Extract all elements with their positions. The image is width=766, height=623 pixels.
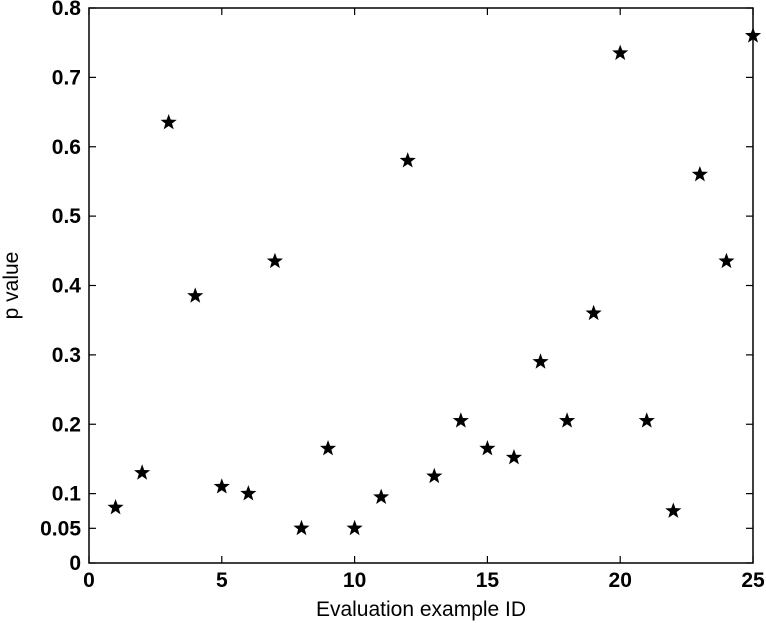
y-tick-label: 0.2 [52,413,81,436]
star-marker [134,464,151,480]
star-marker [160,113,177,130]
star-marker [612,44,629,60]
x-tick-label: 15 [476,569,500,592]
star-marker [744,27,762,43]
y-tick-label: 0 [69,552,81,575]
star-marker [240,485,257,501]
star-marker [319,440,337,456]
y-tick-label: 0.6 [52,136,81,159]
star-marker [452,412,469,428]
y-tick-label: 0.7 [52,66,81,89]
star-marker [266,252,283,269]
y-tick-label: 0.4 [52,275,82,298]
x-axis-ticks: 0 5 10 15 20 25 [83,8,765,592]
star-marker [399,152,416,168]
data-points [107,27,762,536]
y-tick-label: 0.5 [52,205,82,228]
star-marker [691,166,708,182]
x-tick-label: 20 [609,569,632,592]
star-marker [585,304,602,321]
star-marker [559,412,576,428]
star-marker [187,287,204,303]
star-marker [107,499,124,515]
star-marker [293,519,310,536]
y-tick-label: 0.05 [40,517,81,540]
x-tick-label: 5 [216,569,228,592]
star-marker [718,252,735,269]
plot-area [88,7,754,564]
x-tick-label: 0 [83,569,95,592]
star-marker [373,488,390,504]
y-tick-label: 0.1 [52,483,82,506]
y-axis-label: p value [0,252,23,320]
x-axis-label: Evaluation example ID [316,598,526,621]
x-tick-label: 10 [343,569,366,592]
y-tick-label: 0.8 [52,0,82,20]
star-marker [346,519,363,536]
y-axis-ticks: 0 0.05 0.1 0.2 0.3 0.4 0.5 0.6 0.7 0.8 [40,0,753,575]
y-tick-label: 0.3 [52,344,81,367]
star-marker [505,449,523,465]
star-marker [479,440,496,456]
x-tick-label: 25 [741,569,765,592]
star-marker [213,478,230,494]
star-marker [638,412,655,428]
star-marker [532,353,549,369]
star-marker [665,502,682,518]
star-marker [426,467,443,484]
